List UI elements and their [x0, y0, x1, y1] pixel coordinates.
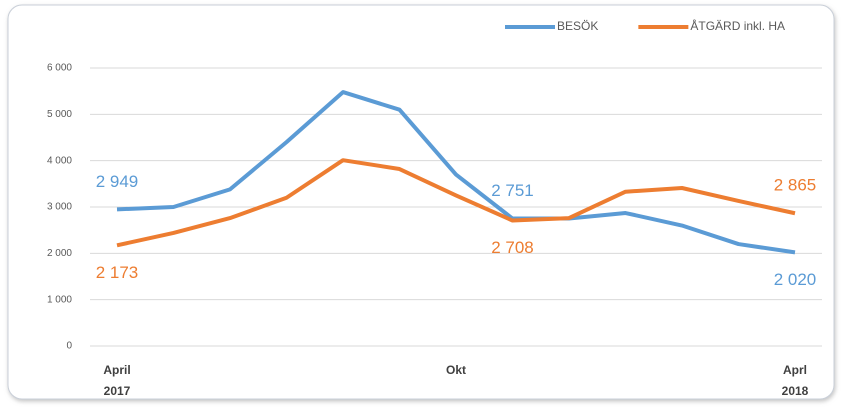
data-label: 2 173: [96, 263, 139, 282]
card: [7, 4, 835, 400]
series-line: [116, 90, 796, 255]
legend-label: BESÖK: [557, 19, 598, 33]
y-tick-label: 1 000: [47, 294, 72, 305]
x-tick-label: Okt: [446, 363, 466, 377]
x-tick-year: 2018: [782, 384, 809, 398]
x-tick-label: April: [103, 363, 130, 377]
data-label: 2 751: [491, 181, 534, 200]
data-label: 2 708: [491, 238, 534, 257]
y-tick-label: 0: [66, 341, 72, 352]
y-tick-label: 4 000: [47, 155, 72, 166]
x-tick-label: Aprl: [783, 363, 807, 377]
data-label: 2 865: [774, 176, 817, 195]
data-label: 2 949: [96, 172, 139, 191]
series-line: [116, 158, 796, 248]
y-tick-label: 6 000: [47, 63, 72, 74]
data-label: 2 020: [774, 270, 817, 289]
x-tick-year: 2017: [104, 384, 131, 398]
legend-label: ÅTGÄRD inkl. HA: [690, 18, 785, 33]
y-tick-label: 3 000: [47, 202, 72, 213]
y-tick-label: 2 000: [47, 248, 72, 259]
y-tick-label: 5 000: [47, 109, 72, 120]
